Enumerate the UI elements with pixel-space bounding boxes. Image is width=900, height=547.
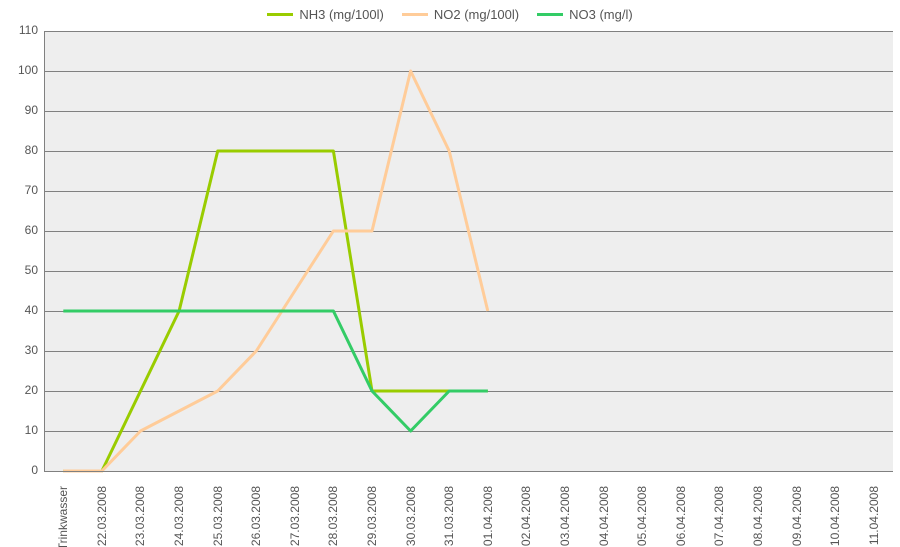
y-axis-line — [44, 31, 45, 471]
water-chemistry-chart: { "chart": { "type": "line", "width": 90… — [0, 0, 900, 547]
series-no2 — [63, 71, 488, 471]
series-lines — [0, 0, 900, 547]
series-no3 — [63, 311, 488, 431]
x-axis-line — [44, 471, 893, 472]
